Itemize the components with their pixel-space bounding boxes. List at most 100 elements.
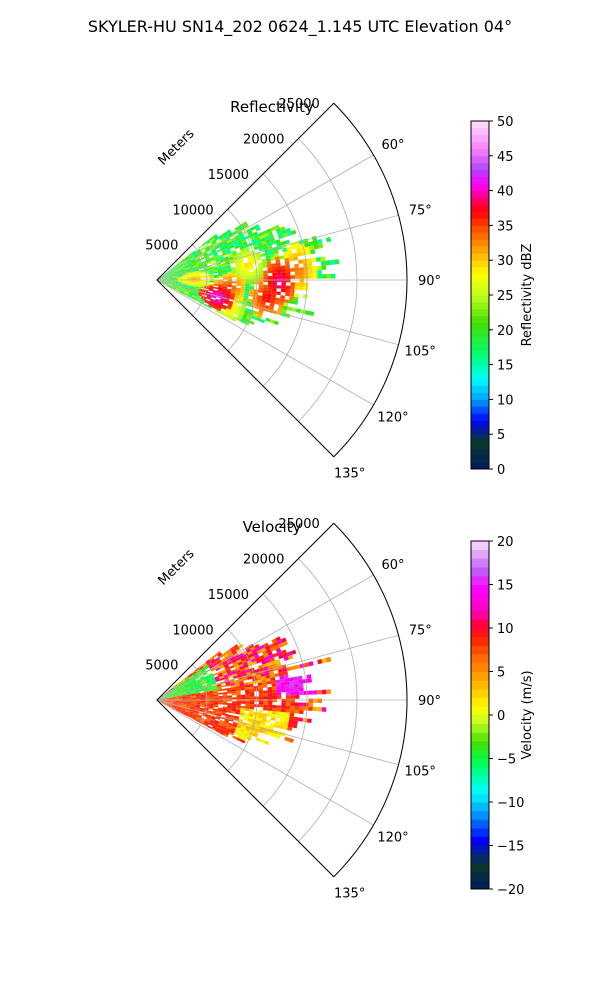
echo-gate [232,673,238,677]
echo-gate [285,285,291,290]
echo-gate [181,285,187,288]
echo-gate [231,705,237,708]
echo-gate [238,663,244,668]
echo-gate [182,700,187,702]
echo-gate [234,295,240,299]
echo-gate [280,715,286,720]
echo-gate [185,257,190,261]
echo-gate [193,293,198,297]
echo-gate [159,696,164,699]
echo-gate [250,658,257,663]
echo-gate [232,230,238,236]
echo-gate [223,721,229,725]
echo-gate [227,252,233,257]
echo-gate [219,677,225,681]
echo-gate [177,697,183,699]
echo-gate [239,308,245,313]
echo-gate [213,269,218,273]
colorbar-step [471,680,489,690]
echo-gate [303,702,309,707]
echo-gate [168,693,173,696]
echo-gate [298,679,304,684]
echo-gate [226,689,232,693]
echo-gate [282,640,289,647]
echo-gate [251,315,257,320]
echo-gate [249,655,256,661]
echo-gate [186,273,192,276]
colorbar-step [471,741,489,751]
echo-gate [256,314,262,319]
colorbar-step [471,357,489,365]
echo-gate [298,267,304,272]
echo-gate [238,313,244,318]
echo-gate [173,701,178,703]
echo-gate [252,243,258,248]
echo-gate [226,292,231,295]
echo-gate [181,680,186,684]
echo-gate [234,309,240,314]
echo-gate [193,684,198,687]
echo-gate [191,275,196,277]
echo-gate [308,698,313,703]
echo-gate [280,295,286,300]
echo-gate [292,723,298,729]
echo-gate [222,288,227,291]
colorbar-step [471,567,489,577]
echo-gate [256,717,262,722]
echo-gate [275,659,281,664]
echo-gate [181,691,186,694]
echo-gate [263,287,268,291]
echo-gate [275,259,281,264]
echo-gate [167,285,172,288]
echo-gate [309,311,315,317]
echo-gate [225,649,231,654]
echo-gate [302,294,308,299]
echo-gate [249,284,255,287]
echo-gate [222,706,228,709]
echo-gate [222,672,228,676]
azimuth-spoke [156,279,399,346]
echo-gate [172,271,177,274]
echo-gate [210,717,216,721]
echo-gate [197,681,202,685]
echo-gate [163,692,167,696]
echo-gate [222,688,227,691]
echo-gate [318,243,324,249]
colorbar-step [471,392,489,400]
echo-gate [175,709,180,712]
echo-gate [215,679,221,683]
echo-gate [188,264,194,268]
echo-gate [193,712,199,716]
echo-gate [198,265,204,269]
echo-gate [221,248,227,253]
echo-gate [239,683,245,687]
echo-gate [242,314,248,319]
echo-gate [290,665,297,671]
echo-gate [225,229,231,234]
echo-gate [229,731,235,736]
echo-gate [280,682,286,686]
echo-gate [164,280,169,282]
echo-gate [269,237,276,242]
echo-gate [176,690,181,693]
echo-gate [258,667,264,672]
echo-gate [230,714,235,718]
echo-gate [178,263,183,267]
echo-gate [200,275,205,278]
echo-gate [170,687,175,691]
echo-gate [164,702,169,704]
echo-gate [235,690,241,694]
echo-gate [210,238,215,243]
echo-gate [228,233,234,238]
echo-gate [180,710,185,713]
echo-gate [256,256,262,261]
colorbar-step [471,541,489,551]
echo-gate [243,223,249,229]
echo-gate [219,665,225,670]
echo-gate [181,704,187,706]
echo-gate [211,715,217,719]
colorbar-step [471,350,489,359]
echo-gate [183,684,189,687]
echo-gate [248,261,254,265]
